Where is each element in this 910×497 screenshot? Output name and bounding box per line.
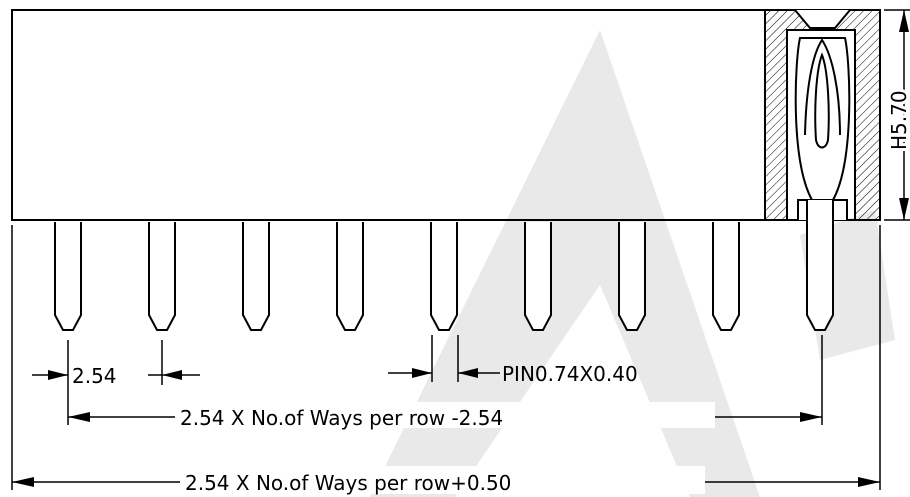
pin [148, 222, 176, 331]
connector-housing [11, 9, 881, 221]
pin [806, 200, 834, 331]
height-dimension-label: H5.70 [887, 90, 910, 150]
pin [524, 222, 552, 331]
pin-span-label-bg [175, 402, 715, 428]
overall-dimension-label: 2.54 X No.of Ways per row+0.50 [185, 471, 511, 495]
pin [54, 222, 82, 331]
pitch-dimension [32, 370, 200, 380]
pin [336, 222, 364, 331]
pin [242, 222, 270, 331]
pin-size-label: PIN0.74X0.40 [502, 362, 638, 386]
pin [430, 222, 458, 331]
contact-spring [794, 37, 851, 201]
pin [712, 222, 740, 331]
svg-text:H5.70: H5.70 [887, 90, 910, 150]
pin-size-dimension [388, 368, 500, 378]
height-dimension [884, 9, 910, 221]
pin-span-label: 2.54 X No.of Ways per row -2.54 [180, 406, 503, 430]
housing-cross-section [764, 9, 881, 221]
pin-row [54, 200, 834, 331]
pitch-dimension-label: 2.54 [72, 364, 117, 388]
overall-label-bg [180, 466, 705, 494]
pin [618, 222, 646, 331]
